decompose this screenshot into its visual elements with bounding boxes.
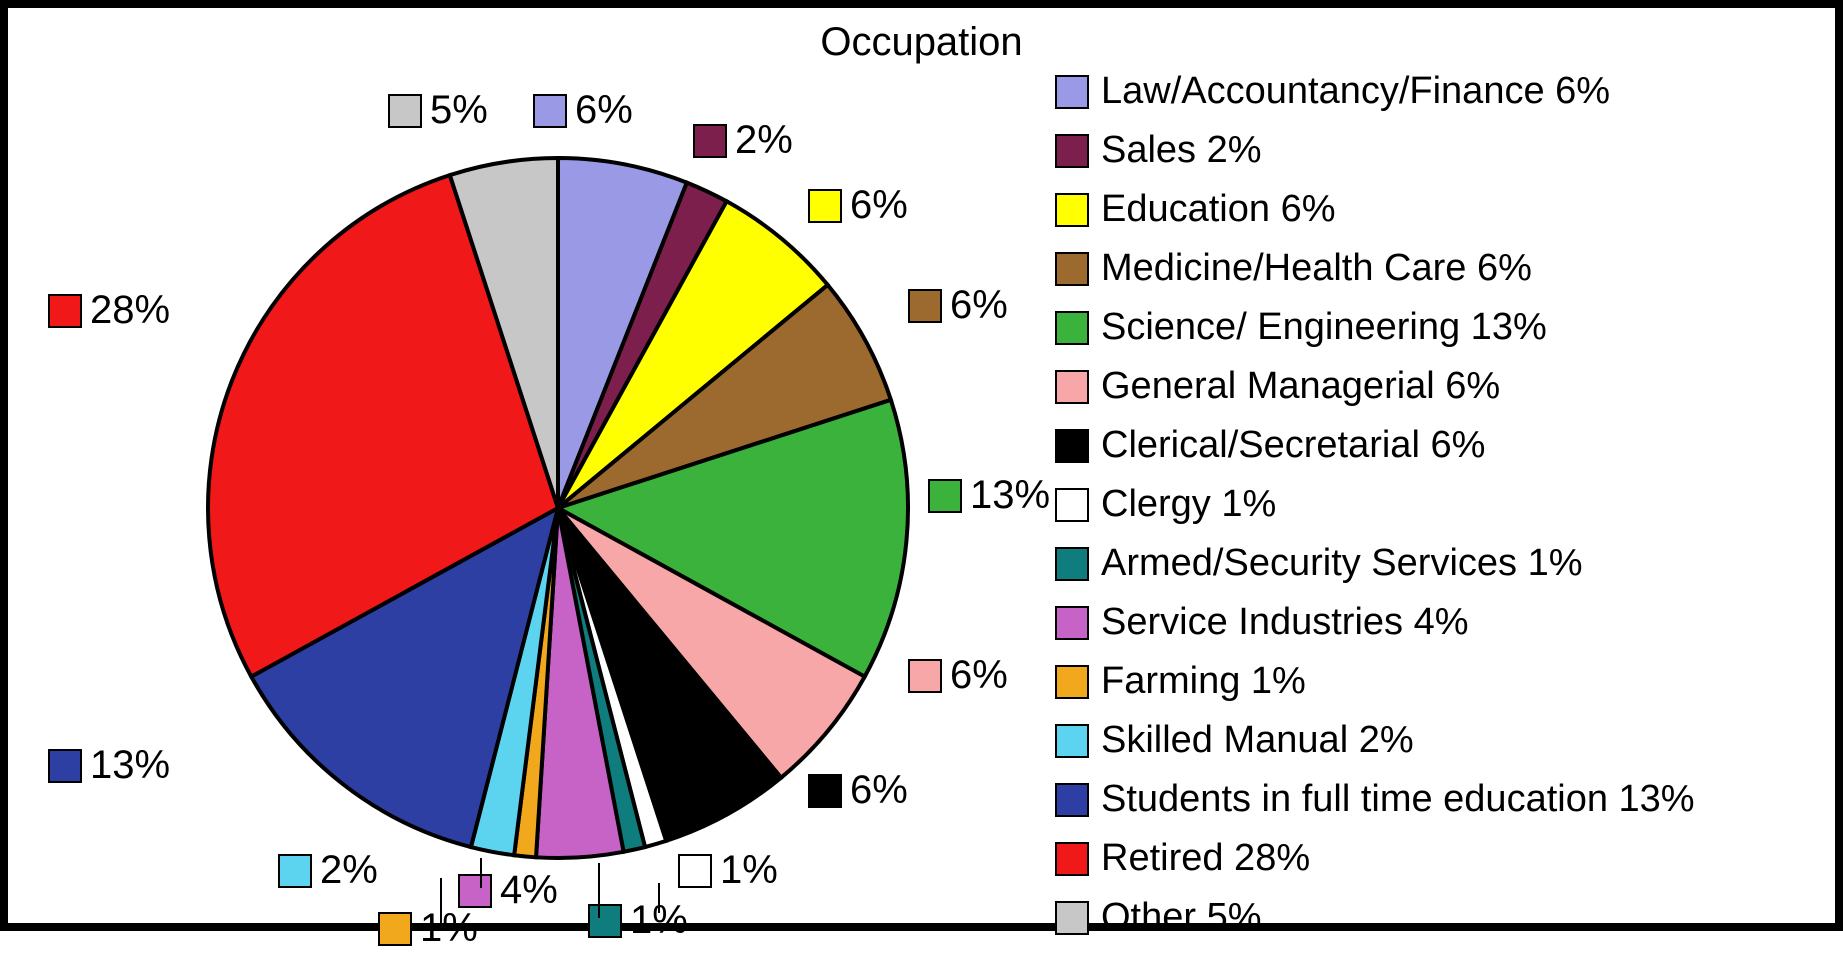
legend-item: General Managerial 6%	[1055, 365, 1815, 408]
callout-text: 6%	[950, 653, 1008, 698]
leader-line	[480, 858, 482, 888]
pie-callout: 28%	[48, 288, 170, 333]
legend-swatch	[1055, 311, 1089, 345]
callout-text: 6%	[950, 283, 1008, 328]
legend-swatch	[1055, 665, 1089, 699]
callout-swatch	[908, 289, 942, 323]
legend-label: Retired 28%	[1101, 837, 1310, 880]
pie-callout: 2%	[278, 848, 378, 893]
legend-item: Farming 1%	[1055, 660, 1815, 703]
legend-swatch	[1055, 901, 1089, 935]
legend-swatch	[1055, 488, 1089, 522]
legend-item: Clerical/Secretarial 6%	[1055, 424, 1815, 467]
legend-item: Skilled Manual 2%	[1055, 719, 1815, 762]
callout-text: 6%	[850, 768, 908, 813]
pie-callout: 1%	[378, 906, 478, 951]
callout-swatch	[808, 774, 842, 808]
legend-item: Retired 28%	[1055, 837, 1815, 880]
legend-label: Skilled Manual 2%	[1101, 719, 1414, 762]
legend-label: Armed/Security Services 1%	[1101, 542, 1583, 585]
pie-callout: 1%	[588, 898, 688, 943]
callout-swatch	[533, 94, 567, 128]
legend-item: Education 6%	[1055, 188, 1815, 231]
legend-label: Education 6%	[1101, 188, 1336, 231]
legend-item: Armed/Security Services 1%	[1055, 542, 1815, 585]
pie-chart-area: 6%2%6%6%13%6%6%1%1%4%1%2%13%28%5%	[28, 48, 1028, 918]
legend-item: Medicine/Health Care 6%	[1055, 247, 1815, 290]
legend-swatch	[1055, 193, 1089, 227]
legend-swatch	[1055, 75, 1089, 109]
legend-label: General Managerial 6%	[1101, 365, 1500, 408]
legend-label: Sales 2%	[1101, 129, 1262, 172]
pie-callout: 13%	[928, 473, 1050, 518]
pie-callout: 13%	[48, 743, 170, 788]
legend-label: Medicine/Health Care 6%	[1101, 247, 1532, 290]
callout-text: 13%	[970, 473, 1050, 518]
legend-item: Students in full time education 13%	[1055, 778, 1815, 821]
legend-item: Science/ Engineering 13%	[1055, 306, 1815, 349]
legend-label: Clergy 1%	[1101, 483, 1276, 526]
legend-label: Science/ Engineering 13%	[1101, 306, 1547, 349]
callout-text: 2%	[735, 118, 793, 163]
legend-item: Clergy 1%	[1055, 483, 1815, 526]
callout-swatch	[693, 124, 727, 158]
callout-swatch	[378, 912, 412, 946]
legend-swatch	[1055, 724, 1089, 758]
leader-line	[598, 863, 600, 918]
legend-item: Sales 2%	[1055, 129, 1815, 172]
legend-label: Other 5%	[1101, 896, 1262, 939]
legend-swatch	[1055, 783, 1089, 817]
legend-label: Service Industries 4%	[1101, 601, 1469, 644]
chart-legend: Law/Accountancy/Finance 6% Sales 2% Educat…	[1055, 70, 1815, 939]
callout-swatch	[928, 479, 962, 513]
pie-callout: 1%	[678, 848, 778, 893]
callout-text: 4%	[500, 868, 558, 913]
pie-callout: 2%	[693, 118, 793, 163]
legend-item: Law/Accountancy/Finance 6%	[1055, 70, 1815, 113]
callout-swatch	[388, 94, 422, 128]
callout-swatch	[588, 904, 622, 938]
legend-swatch	[1055, 429, 1089, 463]
callout-text: 28%	[90, 288, 170, 333]
legend-item: Service Industries 4%	[1055, 601, 1815, 644]
leader-line	[658, 883, 660, 913]
chart-frame: Occupation 6%2%6%6%13%6%6%1%1%4%1%2%13%2…	[0, 0, 1843, 931]
pie-callout: 6%	[808, 183, 908, 228]
legend-item: Other 5%	[1055, 896, 1815, 939]
callout-text: 6%	[850, 183, 908, 228]
legend-label: Law/Accountancy/Finance 6%	[1101, 70, 1610, 113]
callout-swatch	[908, 659, 942, 693]
callout-text: 6%	[575, 88, 633, 133]
legend-label: Farming 1%	[1101, 660, 1306, 703]
callout-text: 1%	[720, 848, 778, 893]
legend-swatch	[1055, 370, 1089, 404]
pie-callout: 5%	[388, 88, 488, 133]
pie-callout: 6%	[808, 768, 908, 813]
callout-text: 5%	[430, 88, 488, 133]
legend-swatch	[1055, 252, 1089, 286]
callout-swatch	[808, 189, 842, 223]
legend-swatch	[1055, 606, 1089, 640]
pie-callout: 6%	[908, 653, 1008, 698]
callout-swatch	[278, 854, 312, 888]
callout-text: 2%	[320, 848, 378, 893]
legend-label: Students in full time education 13%	[1101, 778, 1695, 821]
legend-label: Clerical/Secretarial 6%	[1101, 424, 1485, 467]
pie-callout: 6%	[908, 283, 1008, 328]
callout-text: 13%	[90, 743, 170, 788]
callout-swatch	[458, 874, 492, 908]
callout-swatch	[48, 294, 82, 328]
callout-text: 1%	[420, 906, 478, 951]
leader-line	[440, 878, 442, 923]
legend-swatch	[1055, 547, 1089, 581]
callout-swatch	[48, 749, 82, 783]
legend-swatch	[1055, 134, 1089, 168]
pie-callout: 6%	[533, 88, 633, 133]
legend-swatch	[1055, 842, 1089, 876]
callout-swatch	[678, 854, 712, 888]
